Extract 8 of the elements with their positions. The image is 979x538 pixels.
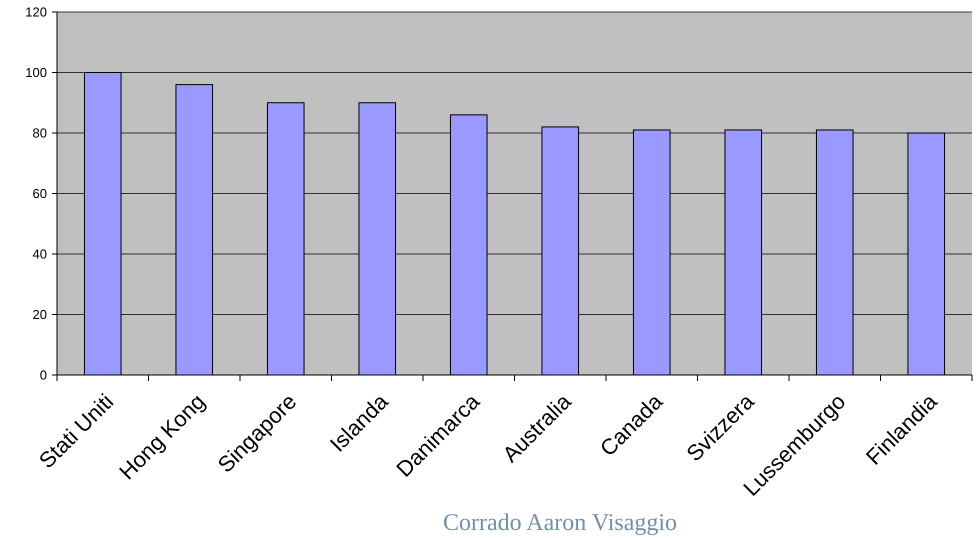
y-tick-label: 0 — [40, 368, 47, 383]
text: Corrado Aaron Visaggio — [442, 510, 678, 536]
y-tick-label: 80 — [32, 126, 47, 141]
y-tick-label: 100 — [25, 65, 47, 80]
y-tick-label: 60 — [32, 186, 47, 202]
y-tick-label: 120 — [25, 4, 47, 20]
y-tick-label: 20 — [32, 307, 47, 322]
y-tick-label: 40 — [32, 246, 47, 262]
